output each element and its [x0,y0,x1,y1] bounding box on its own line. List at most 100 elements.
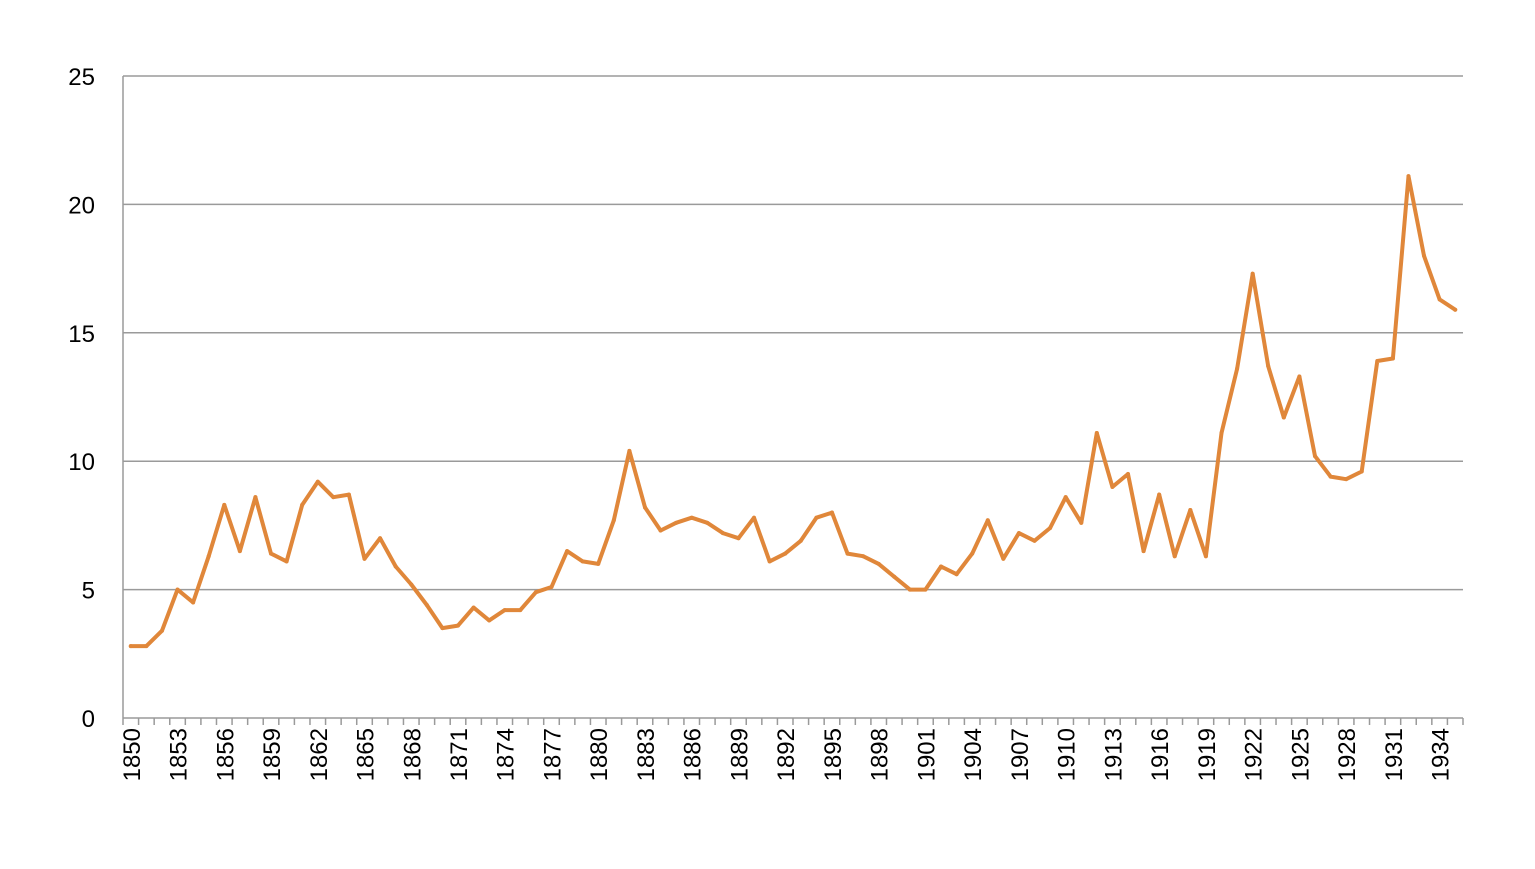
data-point [315,479,320,484]
x-tick-label: 1928 [1334,728,1361,781]
x-tick-label: 1871 [446,728,473,781]
data-point [674,520,679,525]
data-point [954,572,959,577]
data-point [144,644,149,649]
data-point [736,536,741,541]
data-point [1312,454,1317,459]
x-tick-label: 1886 [680,728,707,781]
x-tick-label: 1862 [306,728,333,781]
data-point [269,551,274,556]
data-point [1094,430,1099,435]
data-point [440,626,445,631]
x-tick-label: 1889 [726,728,753,781]
x-tick-label: 1907 [1007,728,1034,781]
data-point [565,549,570,554]
x-tick-label: 1856 [212,728,239,781]
data-point [253,495,258,500]
data-point [1110,484,1115,489]
data-point [1375,359,1380,364]
data-point [549,585,554,590]
data-point [456,623,460,628]
data-point [1406,174,1411,179]
data-point [580,559,585,564]
data-point [1453,307,1458,312]
data-point [1172,554,1177,559]
series-group [128,174,1458,649]
data-point [1390,356,1395,361]
x-tick-label: 1874 [493,728,520,781]
data-point [471,605,476,610]
series-line-0 [128,174,1458,649]
data-point [892,574,897,579]
x-tick-label: 1913 [1100,728,1127,781]
data-point [627,448,632,453]
data-point [222,502,227,507]
data-point [346,492,351,497]
data-point [378,536,383,541]
y-tick-label: 10 [68,449,95,476]
data-point [861,554,866,559]
data-point [658,528,663,533]
data-point [1297,374,1302,379]
data-point [1281,415,1286,420]
x-tick-label: 1898 [867,728,894,781]
data-point [1001,556,1006,561]
data-point [175,587,180,592]
x-tick-label: 1895 [820,728,847,781]
data-point [191,600,196,605]
data-point [1437,297,1442,302]
data-point [300,502,305,507]
data-point [720,531,725,536]
x-tick-labels: 1850 1853 1856 1859 1862 1865 1868 1871 1874 1877… [119,728,1455,781]
x-tick-label: 1853 [166,728,193,781]
data-point [783,551,788,556]
data-point [705,520,710,525]
data-point [1328,474,1333,479]
data-point [985,518,990,523]
data-point [424,603,429,608]
y-tick-label: 0 [82,706,95,733]
data-point [1235,366,1240,371]
data-point [393,564,398,569]
y-tick-label: 5 [82,578,95,605]
data-point [284,559,289,564]
axes [122,76,1464,725]
data-point [362,556,367,561]
data-point [829,510,834,515]
x-tick-label: 1892 [773,728,800,781]
data-point [752,515,757,520]
data-point [409,582,414,587]
data-point [1079,520,1084,525]
data-point [518,608,523,613]
x-tick-label: 1919 [1194,728,1221,781]
data-point [487,618,492,623]
data-point [642,505,647,510]
data-point [845,551,850,556]
data-point [1032,538,1037,543]
data-point [1359,469,1364,474]
y-tick-label: 20 [68,192,95,219]
x-tick-label: 1922 [1241,728,1268,781]
x-tick-label: 1877 [539,728,566,781]
data-point [502,608,507,613]
data-point [1203,554,1208,559]
x-tick-label: 1868 [399,728,426,781]
data-point [907,587,912,592]
data-point [1344,477,1349,482]
data-point [533,590,538,595]
data-point [159,628,164,633]
x-tick-label: 1916 [1147,728,1174,781]
x-tick-label: 1880 [586,728,613,781]
data-point [939,564,944,569]
x-tick-label: 1859 [259,728,286,781]
x-tick-label: 1901 [913,728,940,781]
x-tick-label: 1934 [1428,728,1455,781]
data-point [814,515,819,520]
data-point [1157,492,1162,497]
y-tick-label: 15 [68,321,95,348]
data-point [1250,271,1255,276]
data-point [1016,531,1021,536]
x-tick-label: 1925 [1287,728,1314,781]
